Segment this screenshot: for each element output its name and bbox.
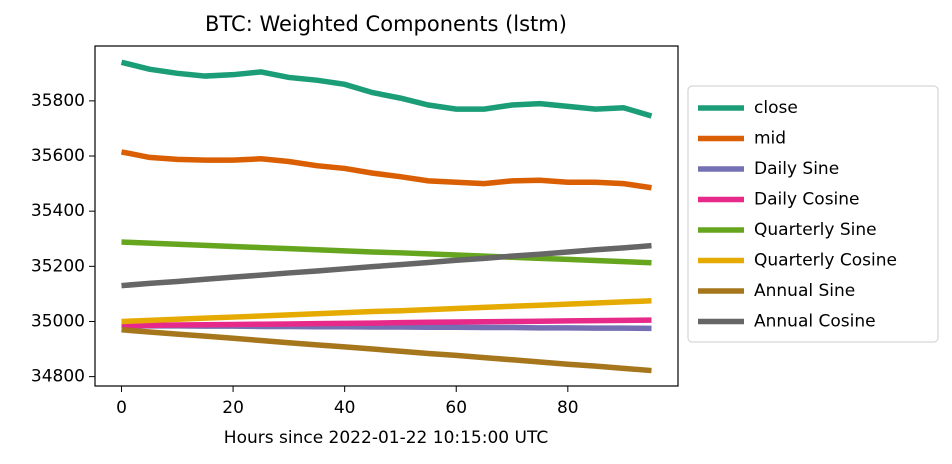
chart-title: BTC: Weighted Components (lstm) — [205, 12, 567, 36]
legend-label: Quarterly Cosine — [754, 251, 897, 271]
y-tick-label: 35400 — [31, 201, 85, 221]
y-tick-label: 35000 — [31, 311, 85, 331]
series-line — [121, 242, 652, 289]
plot-frame — [94, 45, 679, 387]
legend-label: Annual Sine — [754, 281, 855, 301]
legend-label: Daily Sine — [754, 159, 839, 179]
series-line — [121, 327, 652, 374]
x-tick-label: 0 — [116, 398, 127, 418]
y-tick-label: 35600 — [31, 146, 85, 166]
legend-label: Quarterly Sine — [754, 220, 877, 240]
x-tick-label: 80 — [557, 398, 579, 418]
x-tick-label: 20 — [222, 398, 244, 418]
x-tick-label: 60 — [445, 398, 467, 418]
series-line — [121, 298, 652, 325]
x-tick-label: 40 — [334, 398, 356, 418]
legend-label: Annual Cosine — [754, 312, 876, 332]
y-tick-label: 35800 — [31, 91, 85, 111]
legend-label: close — [754, 98, 798, 118]
y-tick-label: 35200 — [31, 256, 85, 276]
series-line — [120, 149, 652, 191]
legend-label: Daily Cosine — [754, 190, 860, 210]
series-line — [120, 59, 653, 119]
legend-box — [687, 85, 939, 343]
series-line — [121, 317, 652, 329]
y-tick-label: 34800 — [31, 367, 85, 387]
series-line — [121, 239, 652, 266]
x-axis-label: Hours since 2022-01-22 10:15:00 UTC — [224, 428, 548, 448]
legend-label: mid — [754, 129, 786, 149]
